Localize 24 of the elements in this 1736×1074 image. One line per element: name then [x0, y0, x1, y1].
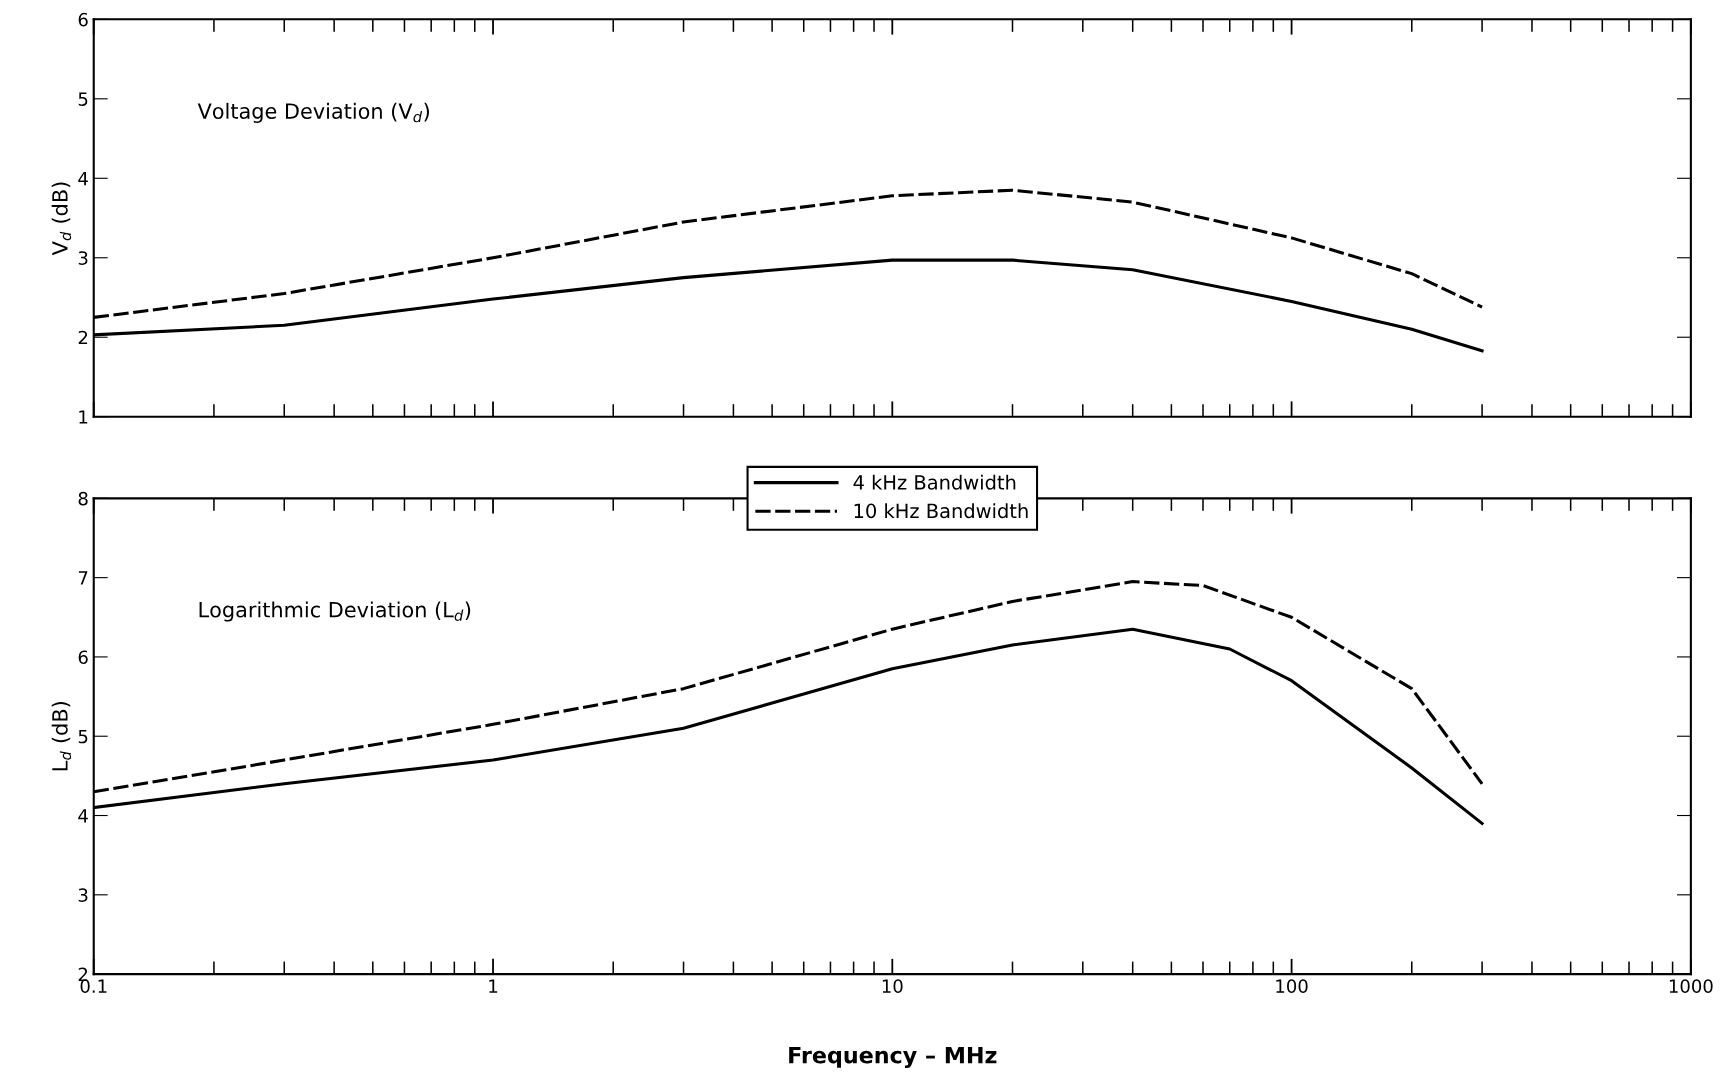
y-axis-title: L$_{d}$ (dB) — [51, 702, 72, 771]
y-tick-label: 1 — [79, 410, 88, 424]
annotation: Logarithmic Deviation (L$_{d}$) — [199, 601, 471, 622]
x-tick-label: 1 — [489, 979, 498, 993]
y-tick-label: 4 — [78, 809, 88, 823]
legend-label: 10 kHz Bandwidth — [854, 503, 1028, 519]
legend-label: 4 kHz Bandwidth — [853, 474, 1016, 490]
x-tick-label: 100 — [1276, 979, 1308, 993]
x-tick-label: 1000 — [1669, 979, 1713, 993]
y-tick-label: 6 — [78, 12, 88, 27]
y-tick-label: 7 — [78, 571, 88, 585]
y-tick-label: 6 — [78, 650, 88, 665]
y-tick-label: 4 — [78, 171, 88, 186]
x-axis-title: Frequency – MHz — [789, 1046, 997, 1068]
y-tick-label: 3 — [78, 251, 88, 265]
x-tick-label: 10 — [882, 979, 903, 993]
y-tick-label: 3 — [78, 888, 88, 902]
y-tick-label: 2 — [78, 967, 88, 981]
y-tick-label: 2 — [78, 330, 88, 345]
y-axis-title: V$_{d}$ (dB) — [51, 182, 72, 256]
y-tick-label: 5 — [78, 729, 88, 744]
annotation: Voltage Deviation (V$_{d}$) — [197, 102, 429, 124]
y-tick-label: 8 — [78, 491, 88, 506]
y-tick-label: 5 — [78, 92, 88, 106]
